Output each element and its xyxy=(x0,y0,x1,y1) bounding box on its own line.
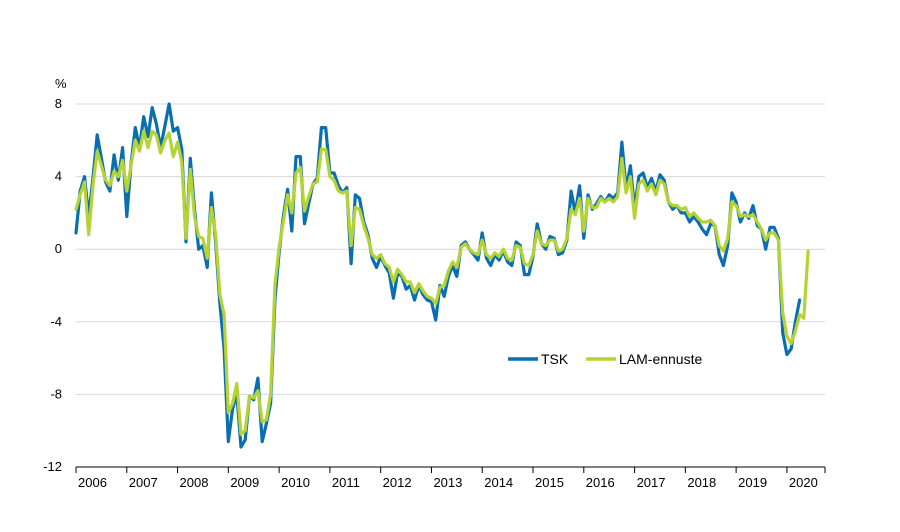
x-tick-label: 2006 xyxy=(78,475,107,490)
y-tick-label: -4 xyxy=(50,314,62,329)
legend-label: LAM-ennuste xyxy=(619,351,702,367)
x-tick-label: 2011 xyxy=(332,475,360,490)
x-tick-label: 2012 xyxy=(383,475,412,490)
x-tick-label: 2016 xyxy=(586,475,615,490)
x-tick-label: 2019 xyxy=(738,475,767,490)
x-tick-label: 2013 xyxy=(433,475,462,490)
x-axis: 2006 2007 2008 2009 2010 2011 2012 2013 2014 2015… xyxy=(75,466,826,490)
y-axis-unit-label: % xyxy=(55,76,67,91)
x-tick-label: 2009 xyxy=(230,475,259,490)
legend-label: TSK xyxy=(541,351,569,367)
series-line-tsk xyxy=(74,102,802,449)
gridlines xyxy=(76,103,825,395)
y-tick-label: 0 xyxy=(55,241,62,256)
x-tick-label: 2014 xyxy=(484,475,513,490)
x-tick-label: 2007 xyxy=(129,475,158,490)
legend: TSK LAM-ennuste xyxy=(508,351,702,367)
x-tick-label: 2017 xyxy=(637,475,666,490)
series-line-lam-ennuste xyxy=(74,129,810,436)
x-tick-label: 2010 xyxy=(281,475,310,490)
series-lines xyxy=(74,102,810,449)
x-tick-label: 2020 xyxy=(789,475,818,490)
x-tick-label: 2018 xyxy=(687,475,716,490)
y-tick-label: 8 xyxy=(55,96,62,111)
y-tick-label: -12 xyxy=(43,459,62,474)
y-tick-label: 4 xyxy=(55,169,62,184)
x-tick-label: 2015 xyxy=(535,475,564,490)
x-tick-label: 2008 xyxy=(180,475,209,490)
y-tick-label: -8 xyxy=(50,386,62,401)
y-axis-tick-labels: 8 4 0 -4 -8 -12 xyxy=(43,96,62,474)
